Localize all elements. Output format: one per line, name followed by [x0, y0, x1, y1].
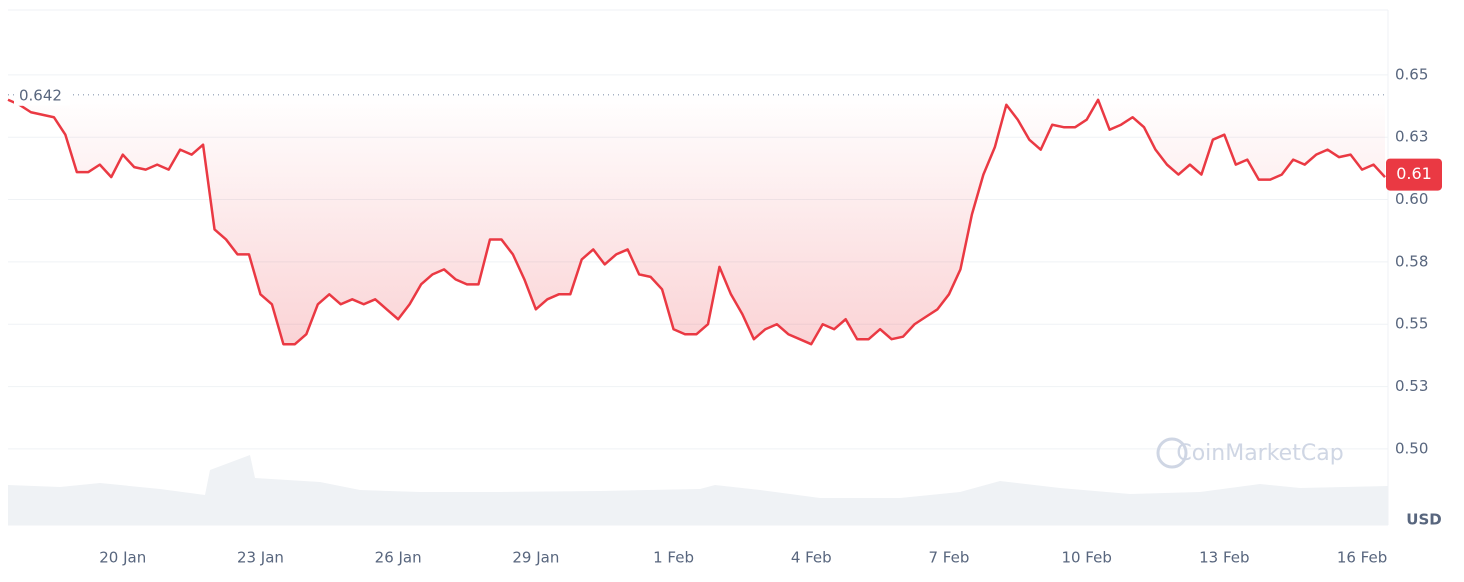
y-tick-label: 0.60	[1395, 190, 1428, 208]
x-tick-label: 1 Feb	[653, 549, 694, 567]
y-tick-label: 0.53	[1395, 377, 1428, 395]
x-tick-label: 13 Feb	[1199, 549, 1249, 567]
area-fill	[8, 94, 1385, 345]
y-unit: USD	[1406, 511, 1441, 529]
x-tick-label: 26 Jan	[375, 549, 422, 567]
y-tick-label: 0.63	[1395, 128, 1428, 146]
y-tick-label: 0.50	[1395, 439, 1428, 457]
watermark-logo	[1156, 437, 1188, 469]
reference-label-bg	[14, 83, 70, 106]
x-tick-label: 10 Feb	[1061, 549, 1111, 567]
y-tick-label: 0.55	[1395, 315, 1428, 333]
reference-label: 0.642	[19, 86, 62, 104]
x-tick-label: 7 Feb	[929, 549, 970, 567]
y-tick-label: 0.58	[1395, 252, 1428, 270]
watermark: CoinMarketCap	[1176, 441, 1343, 466]
y-tick-label: 0.65	[1395, 65, 1428, 83]
price-tag-bg	[1386, 158, 1442, 191]
price-tag: 0.61	[1396, 164, 1432, 183]
price-line	[7, 98, 1386, 346]
x-tick-label: 29 Jan	[512, 549, 559, 567]
x-tick-label: 20 Jan	[99, 549, 146, 567]
x-tick-label: 4 Feb	[791, 549, 832, 567]
volume-area	[8, 455, 1388, 525]
plot	[7, 74, 1388, 450]
x-tick-label: 23 Jan	[237, 549, 284, 567]
x-tick-label: 16 Feb	[1337, 549, 1387, 567]
